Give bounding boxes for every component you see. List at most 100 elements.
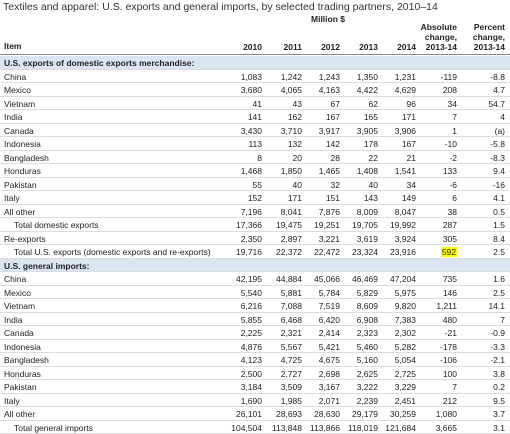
table-cell: 29,179 <box>328 409 378 419</box>
cell-text: 165 <box>363 112 378 122</box>
cell-text: 113 <box>248 139 262 149</box>
row-label: Mexico <box>4 287 31 298</box>
cell-text: 9.5 <box>493 395 505 406</box>
cell-text: 5,829 <box>356 287 378 298</box>
cell-text: 1,541 <box>394 166 416 176</box>
table-cell: 28,693 <box>252 409 302 419</box>
table-cell: 1,242 <box>252 72 302 82</box>
cell-text: 22 <box>368 152 378 163</box>
cell-text: -8.3 <box>490 152 505 163</box>
table-cell: 17,366 <box>212 220 262 230</box>
cell-text: 162 <box>287 112 302 122</box>
row-label: Bangladesh <box>4 355 49 365</box>
table-cell: 5,784 <box>290 288 340 298</box>
cell-text: 19,992 <box>390 220 416 230</box>
cell-text: 2.5 <box>493 287 505 298</box>
table-row: Italy 1,690 1,985 2,071 2,239 2,451 212 9.5 <box>0 394 510 407</box>
cell-text: 212 <box>442 395 457 406</box>
table-cell: 5,855 <box>212 315 262 325</box>
cell-text: 19,251 <box>314 220 340 230</box>
cell-text: 4,629 <box>394 85 416 95</box>
cell-text: 7,088 <box>280 301 302 311</box>
cell-text: 480 <box>442 314 457 325</box>
cell-text: 141 <box>247 112 262 122</box>
table-row: Pakistan 3,184 3,509 3,167 3,222 3,229 7 0.2 <box>0 380 510 394</box>
cell-text: 8 <box>257 152 262 163</box>
row-label: Total U.S. exports (domestic exports and… <box>14 247 211 257</box>
table-row: Total domestic exports 17,366 19,475 19,251… <box>0 218 510 232</box>
table-cell: 2,727 <box>252 369 302 379</box>
cell-text: -2 <box>449 152 457 163</box>
cell-text: 4,876 <box>240 341 262 352</box>
table-row: Honduras 1,468 1,850 1,465 1,408 1,541 133 9.4 <box>0 164 510 178</box>
table-cell: 28 <box>290 153 340 163</box>
cell-text: 1.5 <box>493 220 505 230</box>
table-cell: 28,630 <box>290 409 340 419</box>
table-cell: 38 <box>407 207 457 217</box>
table-row: Bangladesh 8 20 28 22 21 -2 -8.3 <box>0 151 510 164</box>
table-row: Canada 2,225 2,321 2,414 2,323 2,302 -21 -0.9 <box>0 326 510 340</box>
row-label: Indonesia <box>4 341 41 352</box>
cell-text: 5,282 <box>394 341 416 352</box>
table-cell: 2,239 <box>328 396 378 406</box>
cell-text: 3,905 <box>356 125 378 136</box>
table-cell: 9.4 <box>455 166 505 176</box>
table-cell: 40 <box>252 180 302 190</box>
table-cell: 143 <box>328 193 378 203</box>
table-cell: 2.5 <box>455 288 505 298</box>
table-cell: 3,905 <box>328 126 378 136</box>
table-cell: 171 <box>252 193 302 203</box>
table-cell: 22 <box>328 153 378 163</box>
cell-text: 3,710 <box>280 125 302 136</box>
table-cell: 178 <box>328 139 378 149</box>
cell-text: 5,881 <box>280 287 302 298</box>
cell-text: 1,690 <box>240 395 262 406</box>
table-cell: 3,710 <box>252 126 302 136</box>
table-cell: 34 <box>366 180 416 190</box>
table-row: India 141 162 167 165 171 7 4 <box>0 110 510 124</box>
table-cell: 19,716 <box>212 247 262 257</box>
table-cell: 44,884 <box>252 274 302 284</box>
cell-text: 29,179 <box>352 409 378 419</box>
section-row: U.S. general imports: <box>0 258 510 272</box>
cell-text: 1 <box>452 125 457 136</box>
table-cell: 2,071 <box>290 396 340 406</box>
table-cell: 14.1 <box>455 301 505 311</box>
cell-text: 6,420 <box>318 314 340 325</box>
row-label: All other <box>4 409 36 419</box>
table-cell: 7,519 <box>290 301 340 311</box>
row-label: India <box>4 112 23 122</box>
table-cell: 4,629 <box>366 85 416 95</box>
table-cell: 1.6 <box>455 274 505 284</box>
table-cell: 3.8 <box>455 369 505 379</box>
table-cell: 4.7 <box>455 85 505 95</box>
table-cell: 8 <box>212 153 262 163</box>
table-cell: 9,820 <box>366 301 416 311</box>
table-row: Vietnam 41 43 67 62 96 34 54.7 <box>0 97 510 110</box>
table-row: Indonesia 4,876 5,567 5,421 5,460 5,282 -178 -3… <box>0 340 510 353</box>
table-cell: 4,675 <box>290 355 340 365</box>
cell-text: 152 <box>247 193 262 203</box>
cell-text: 55 <box>252 179 262 190</box>
cell-text: 6,468 <box>280 314 302 325</box>
table-row: Mexico 5,540 5,881 5,784 5,829 5,975 146 2.5 <box>0 286 510 299</box>
row-label: Italy <box>4 395 20 406</box>
table-cell: 171 <box>366 112 416 122</box>
table-cell: 7,196 <box>212 207 262 217</box>
table-cell: 3,917 <box>290 126 340 136</box>
cell-text: 2,071 <box>318 395 340 406</box>
table-cell: 5,881 <box>252 288 302 298</box>
row-label: Total general imports <box>14 422 93 433</box>
table-cell: 480 <box>407 315 457 325</box>
column-header: 2011 <box>283 42 302 52</box>
cell-text: 7,196 <box>240 206 262 217</box>
table-cell: 32 <box>290 180 340 190</box>
table-row: Pakistan 55 40 32 40 34 -6 -16 <box>0 178 510 191</box>
row-label: Indonesia <box>4 139 41 149</box>
cell-text: 6,908 <box>356 314 378 325</box>
table-cell: 2,725 <box>366 369 416 379</box>
table-cell: 7,876 <box>290 207 340 217</box>
table-cell: -21 <box>407 328 457 338</box>
table-cell: 113,848 <box>252 423 302 433</box>
